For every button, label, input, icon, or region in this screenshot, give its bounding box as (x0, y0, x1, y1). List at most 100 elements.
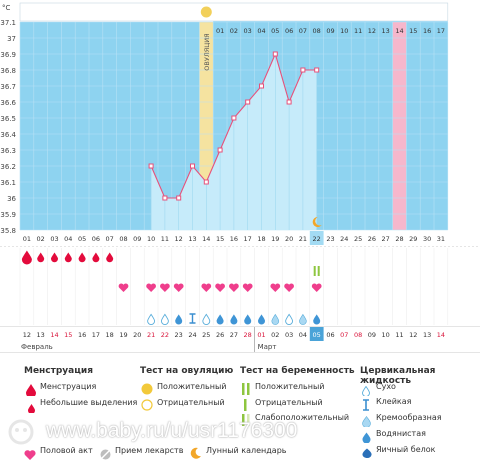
x-tick-label: 25 (354, 235, 362, 243)
pregnancy-negative-icon (244, 396, 248, 415)
plot-background (20, 22, 448, 230)
y-tick-label: 36.1 (0, 179, 16, 187)
menstruation-drop-icon (64, 252, 72, 263)
x-tick-label: 31 (437, 235, 445, 243)
fluid-drop-icon (258, 314, 265, 325)
calendar-day-label: 17 (92, 331, 100, 339)
x-tick-label: 28 (395, 235, 403, 243)
calendar-day-label: 12 (23, 331, 31, 339)
phase2-day-label: 10 (340, 27, 348, 35)
phase2-day-strip (213, 21, 448, 36)
x-tick-label: 29 (409, 235, 417, 243)
watermark-logo (8, 419, 34, 445)
legend-fluid-creamy: Кремообразная (376, 413, 442, 422)
diff-value: 0.6 °C (350, 5, 378, 15)
legend-fluid-dry: Сухо (376, 382, 396, 391)
phase2-day-label: 09 (326, 27, 334, 35)
y-tick-label: 36.9 (0, 51, 16, 59)
sex-heart-icon (284, 283, 294, 292)
legend-pregnancy-weak: Слабоположительный (255, 413, 350, 422)
legend-ovulation-positive: Положительный (157, 382, 227, 391)
legend-fluid-sticky: Клейкая (376, 397, 412, 406)
phase2-day-label: 11 (354, 27, 362, 35)
menstruation-drop-icon (37, 252, 45, 263)
calendar-day-label: 14 (437, 331, 445, 339)
sex-heart-icon (146, 283, 156, 292)
ovulation-column (199, 22, 214, 230)
month-label-feb: Февраль (21, 343, 53, 351)
phase2-label: 2 фаза (231, 6, 260, 15)
fluid-creamy-icon (362, 412, 371, 431)
phase2-day-label: 03 (244, 27, 252, 35)
x-tick-label: 27 (382, 235, 390, 243)
y-tick-label: 36.6 (0, 99, 16, 107)
calendar-day-label: 14 (50, 331, 58, 339)
legend-pregnancy-positive: Положительный (255, 382, 325, 391)
x-tick-label: 08 (119, 235, 127, 243)
temperature-point (148, 163, 154, 169)
sex-heart-icon (160, 283, 170, 292)
x-tick-label: 17 (244, 235, 252, 243)
phase2-day-label: 02 (230, 27, 238, 35)
legend-fluid-eggwhite: Яичный белок (376, 445, 436, 454)
x-tick-label: 19 (271, 235, 279, 243)
temperature-point (162, 195, 168, 201)
heart-icon (24, 445, 36, 464)
calendar-day-label: 09 (368, 331, 376, 339)
fluid-watery-icon (362, 428, 371, 447)
x-tick-label: 09 (133, 235, 141, 243)
calendar-day-label: 04 (299, 331, 307, 339)
calendar-day-label: 02 (271, 331, 279, 339)
y-tick-label: 36.3 (0, 147, 16, 155)
x-tick-label: 04 (64, 235, 72, 243)
calendar-day-label: 10 (382, 331, 390, 339)
calendar-day-label: 08 (354, 331, 362, 339)
y-tick-label: 36.7 (0, 83, 16, 91)
sex-heart-icon (173, 283, 184, 292)
legend-title-ovulation-test: Тест на овуляцию (140, 366, 234, 376)
temperature-point (245, 99, 251, 105)
phase2-value: 36.7 °C (267, 5, 301, 15)
sex-heart-icon (229, 283, 239, 292)
phase2-day-label: 13 (382, 27, 390, 35)
legend-pregnancy-negative: Отрицательный (255, 398, 323, 407)
x-tick-label: 18 (257, 235, 265, 243)
fluid-drop-icon (299, 313, 307, 325)
x-tick-label: 11 (161, 235, 169, 243)
calendar-day-label: 12 (409, 331, 417, 339)
fluid-drop-icon (147, 313, 156, 325)
calendar-day-label: 24 (188, 331, 196, 339)
y-tick-label: 37 (7, 35, 16, 43)
drop-big-icon (26, 381, 36, 400)
sex-heart-icon (270, 283, 281, 292)
legend-ovulation-negative: Отрицательный (157, 398, 225, 407)
phase2-day-label: 04 (257, 27, 265, 35)
pregnancy-weak-icon (242, 411, 250, 430)
x-tick-label: 26 (368, 235, 376, 243)
fluid-drop-icon (216, 314, 224, 325)
calendar-day-label: 20 (133, 331, 141, 339)
legend-sex: Половой акт (40, 446, 93, 455)
y-tick-label: 36.8 (0, 67, 16, 75)
calendar-day-label: 21 (147, 331, 155, 339)
watermark: www.baby.ru/u/usr1176300 (0, 418, 320, 448)
fluid-dry-icon (362, 381, 370, 400)
calendar-today-highlight (309, 327, 324, 341)
ovulation-negative-icon (141, 396, 153, 415)
x-tick-label: 22 (313, 235, 321, 243)
x-tick-label: 20 (285, 235, 293, 243)
temperature-point (259, 83, 264, 89)
pregnancy-test-icon (313, 266, 316, 276)
y-tick-label: 36 (7, 195, 16, 203)
y-tick-label: 35.9 (0, 211, 16, 219)
fluid-drop-icon (313, 314, 321, 325)
calendar-day-label: 28 (244, 331, 252, 339)
menstruation-drop-icon (92, 252, 100, 263)
x-tick-label: 12 (175, 235, 183, 243)
pregnancy-test-icon (317, 266, 320, 276)
temperature-point (272, 51, 278, 57)
phase1-label: Средняя t° 1 фаза (40, 6, 117, 15)
pregnancy-positive-icon (242, 380, 250, 399)
calendar-day-label: 19 (119, 331, 127, 339)
